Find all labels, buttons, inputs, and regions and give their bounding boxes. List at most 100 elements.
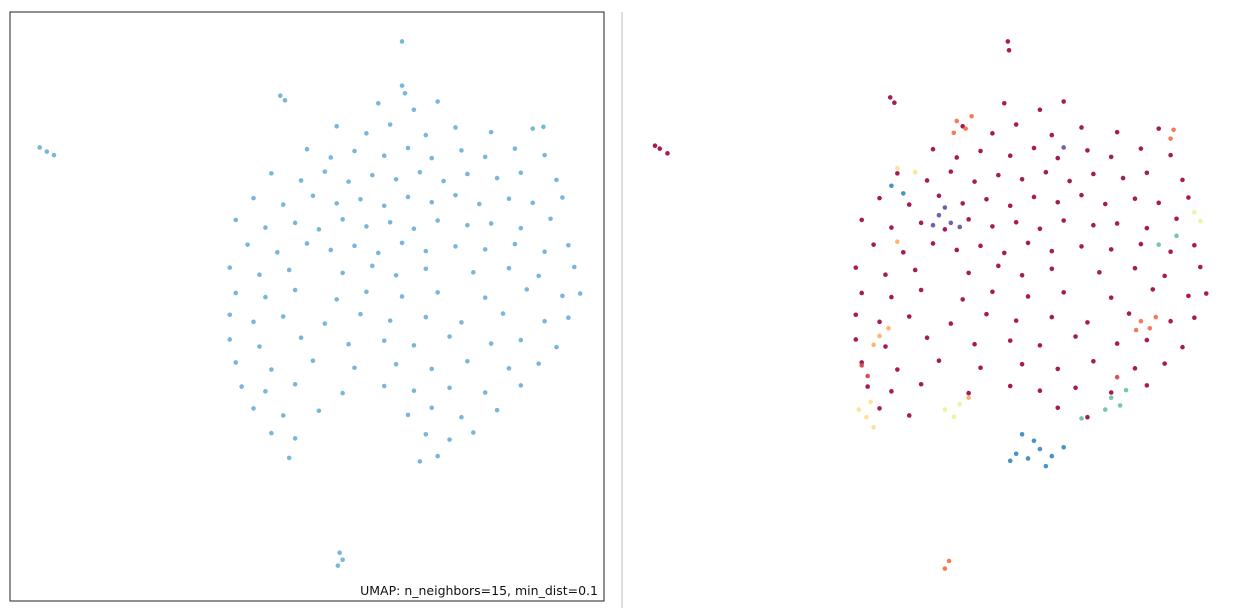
point <box>865 384 870 389</box>
point <box>542 152 547 158</box>
point <box>948 169 954 174</box>
point <box>978 148 983 154</box>
point <box>1108 390 1114 395</box>
point <box>1007 338 1013 343</box>
point <box>1114 221 1120 226</box>
point <box>1061 99 1066 104</box>
point <box>429 155 435 161</box>
point <box>1055 366 1061 372</box>
point <box>245 242 250 247</box>
point <box>1037 343 1043 348</box>
point <box>1120 175 1126 181</box>
point <box>358 311 363 317</box>
point <box>453 192 458 198</box>
point <box>877 195 882 201</box>
point <box>286 267 292 273</box>
point <box>542 249 547 255</box>
point <box>1108 395 1114 401</box>
point <box>233 360 239 365</box>
point <box>1203 291 1209 296</box>
point <box>1108 154 1114 160</box>
point <box>566 315 571 320</box>
point <box>912 169 918 175</box>
point <box>334 201 340 206</box>
point <box>1067 178 1072 184</box>
point <box>996 172 1001 178</box>
point <box>334 297 340 302</box>
point <box>51 152 57 158</box>
point <box>957 401 963 407</box>
point <box>1085 148 1090 153</box>
point <box>853 265 859 270</box>
point <box>292 381 298 387</box>
point <box>310 193 316 199</box>
point <box>942 227 948 232</box>
point <box>1102 201 1108 207</box>
point <box>335 563 341 568</box>
point <box>399 294 405 299</box>
point <box>1091 171 1096 177</box>
point <box>1001 100 1007 106</box>
point <box>1138 318 1144 324</box>
point <box>966 390 971 396</box>
point <box>358 197 363 202</box>
point <box>352 148 357 154</box>
point <box>657 146 663 151</box>
point <box>381 203 387 209</box>
point <box>429 199 435 205</box>
point <box>280 202 286 207</box>
point <box>524 287 530 292</box>
point <box>963 126 968 131</box>
point <box>471 430 476 435</box>
point <box>494 407 500 413</box>
point <box>859 217 865 223</box>
point <box>996 263 1001 269</box>
point <box>936 193 942 199</box>
point <box>948 220 954 226</box>
point <box>352 365 357 371</box>
point <box>954 155 960 160</box>
point <box>387 122 393 127</box>
point <box>1156 126 1162 131</box>
point <box>1108 247 1114 252</box>
point <box>1005 39 1011 44</box>
point <box>978 365 983 371</box>
point <box>447 437 452 442</box>
point <box>381 153 387 159</box>
point <box>340 557 345 563</box>
point <box>375 250 381 256</box>
point <box>280 314 286 319</box>
point <box>381 383 387 389</box>
point <box>364 131 369 136</box>
point <box>399 83 405 88</box>
point <box>263 225 268 230</box>
point <box>1049 132 1055 138</box>
point <box>1168 136 1173 141</box>
point <box>948 321 954 326</box>
point <box>652 143 658 149</box>
point <box>282 98 288 103</box>
point <box>892 100 897 106</box>
point <box>1019 432 1025 437</box>
point <box>405 145 411 151</box>
point <box>536 273 541 279</box>
point <box>853 337 859 342</box>
point <box>292 436 298 441</box>
point <box>269 171 274 176</box>
point <box>877 406 882 411</box>
point <box>1162 361 1167 366</box>
point <box>346 341 351 347</box>
point <box>286 455 292 461</box>
point <box>942 205 948 210</box>
point <box>1031 145 1037 151</box>
point <box>269 430 274 436</box>
point <box>548 216 553 222</box>
point <box>1025 294 1031 299</box>
point <box>901 191 906 196</box>
point <box>1117 403 1123 408</box>
point <box>322 169 328 174</box>
point <box>1102 407 1108 412</box>
point <box>901 250 906 255</box>
point <box>393 176 399 182</box>
point <box>393 361 399 367</box>
